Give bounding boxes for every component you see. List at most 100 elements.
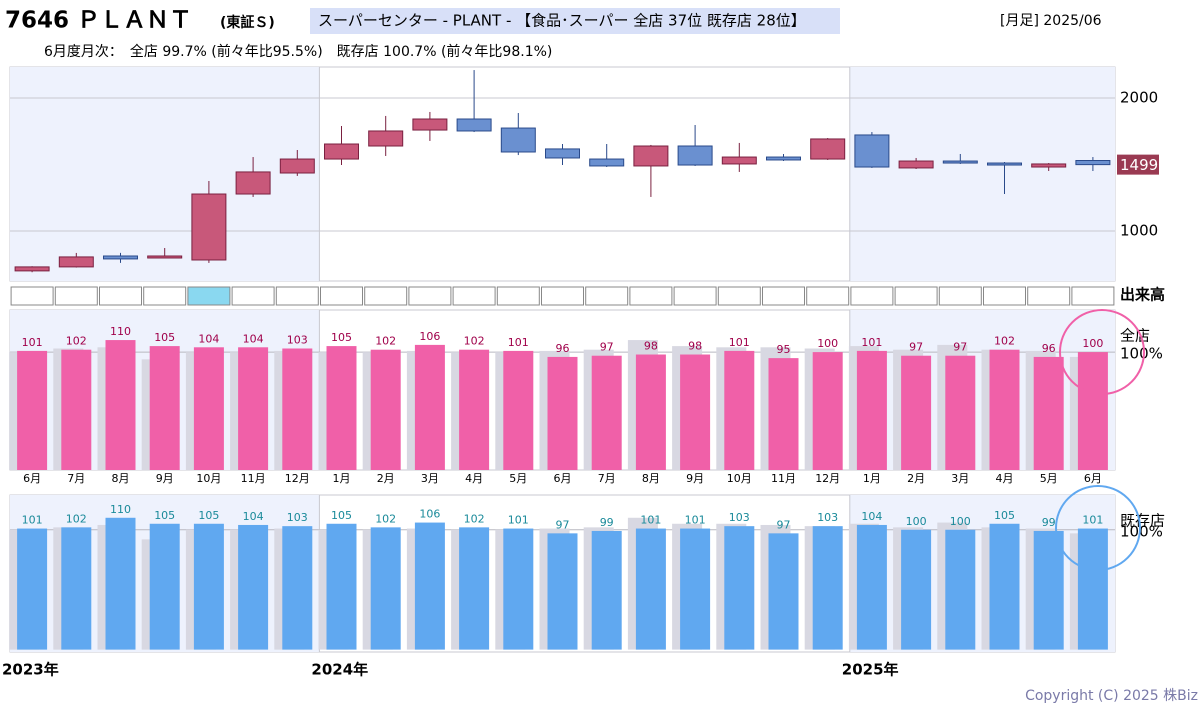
bar-label: 100	[1082, 337, 1103, 350]
bar	[856, 524, 887, 650]
bar	[901, 529, 932, 650]
bar	[635, 528, 666, 650]
candle-body	[1031, 163, 1067, 168]
x-tick-label: 3月	[951, 472, 969, 485]
volume-cell	[585, 286, 629, 306]
bar	[680, 528, 711, 650]
bar-label: 105	[154, 331, 175, 344]
code-name: 7646 ＰＬＡＮＴ	[5, 8, 192, 34]
x-tick-label: 8月	[112, 472, 130, 485]
volume-cell	[983, 286, 1026, 306]
bar-label: 105	[154, 509, 175, 522]
volume-cell	[673, 286, 717, 306]
bar	[989, 523, 1020, 650]
bar-label: 102	[464, 335, 485, 348]
bar-label: 102	[375, 335, 396, 348]
bar-label: 102	[375, 512, 396, 525]
highlight-circle	[1055, 485, 1141, 571]
candle-body	[987, 162, 1022, 166]
bar-label: 101	[685, 514, 706, 527]
bar	[856, 350, 887, 470]
price-tag-label: 1499	[1120, 156, 1158, 174]
bar	[1033, 530, 1064, 650]
volume-cell	[275, 286, 319, 306]
candle-body	[766, 156, 801, 161]
x-tick-label: 12月	[285, 472, 310, 485]
volume-cell	[452, 286, 496, 306]
x-tick-label: 4月	[996, 472, 1014, 485]
bar	[193, 523, 224, 650]
monthly: 6月度月次： 全店 99.7% (前々年比95.5%) 既存店 100.7% (…	[44, 43, 552, 60]
copyright: Copyright (C) 2025 株Biz	[1025, 688, 1198, 704]
x-tick-label: 8月	[642, 472, 660, 485]
y-tick-label: 100%	[1120, 345, 1163, 363]
bar-label: 97	[556, 518, 570, 531]
market: (東証Ｓ)	[220, 14, 275, 31]
bar	[945, 529, 976, 650]
sector: スーパーセンター - PLANT - 【食品･スーパー 全店 37位 既存店 2…	[318, 12, 806, 30]
x-tick-label: 7月	[598, 472, 616, 485]
x-tick-label: 4月	[465, 472, 483, 485]
x-tick-label: 5月	[509, 472, 527, 485]
x-tick-label: 9月	[686, 472, 704, 485]
sector-bg	[310, 8, 840, 34]
chart-title: 全店	[1120, 327, 1150, 345]
bar-label: 104	[243, 510, 264, 523]
candle-body	[324, 143, 359, 160]
volume-label: 出来高	[1120, 286, 1165, 304]
x-tick-label: 2月	[907, 472, 925, 485]
bar	[635, 354, 666, 470]
bar	[105, 340, 136, 470]
candle-body	[721, 156, 757, 165]
volume-cell	[762, 286, 805, 306]
bar	[547, 533, 578, 650]
bar-label: 104	[198, 332, 219, 345]
bar-label: 98	[688, 340, 702, 353]
y-tick-label: 100%	[1120, 522, 1163, 540]
bar	[370, 527, 401, 650]
x-tick-label: 11月	[241, 472, 266, 485]
volume-cell	[717, 286, 761, 306]
volume-cell	[629, 286, 673, 306]
bar	[989, 349, 1020, 470]
bar-label: 100	[817, 337, 838, 350]
bar-label: 100	[906, 515, 927, 528]
volume-cell	[850, 286, 894, 306]
x-tick-label: 6月	[554, 472, 572, 485]
bar	[326, 523, 357, 650]
volume-cell	[10, 286, 54, 306]
bar-label: 95	[777, 343, 791, 356]
x-tick-label: 6月	[23, 472, 41, 485]
volume-cell	[806, 286, 850, 306]
bar-label: 99	[1042, 516, 1056, 529]
bar-label: 96	[1042, 342, 1056, 355]
candle-body	[58, 256, 94, 268]
volume-cell	[938, 286, 982, 306]
candle-body	[191, 193, 227, 261]
bar-label: 103	[287, 333, 308, 346]
bar-label: 102	[66, 335, 87, 348]
bar	[591, 530, 622, 650]
bar-label: 101	[22, 336, 43, 349]
bar-label: 97	[777, 518, 791, 531]
x-tick-label: 11月	[771, 472, 796, 485]
y-tick-label: 2000	[1120, 88, 1158, 106]
bar-label: 101	[729, 336, 750, 349]
volume-cell	[496, 286, 540, 306]
candle-body	[810, 138, 846, 160]
candle-body	[103, 255, 138, 260]
bar	[238, 347, 269, 470]
bar	[414, 522, 445, 650]
candle-body	[147, 255, 183, 259]
bar	[901, 355, 932, 470]
bar	[591, 355, 622, 470]
candle-body	[368, 130, 404, 147]
x-tick-label: 9月	[156, 472, 174, 485]
bar-label: 110	[110, 503, 131, 516]
volume-cell	[143, 286, 187, 306]
period: [月足] 2025/06	[1000, 13, 1102, 29]
bar-label: 110	[110, 325, 131, 338]
x-tick-label: 3月	[421, 472, 439, 485]
